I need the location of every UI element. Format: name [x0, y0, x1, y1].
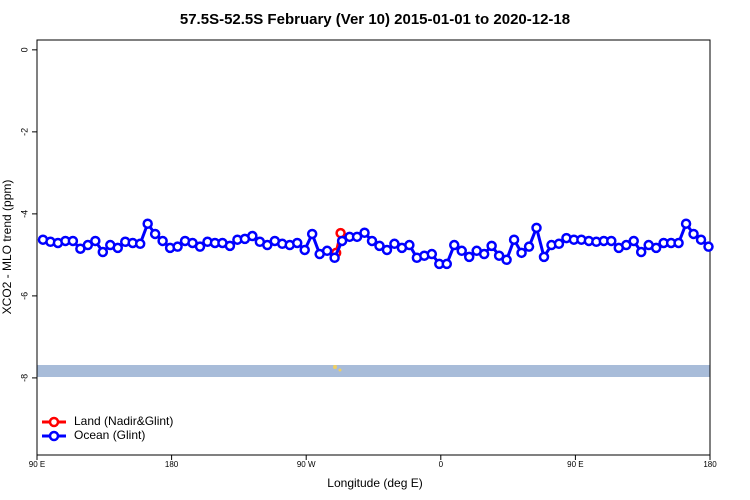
- data-point: [67, 235, 79, 247]
- data-point: [262, 239, 273, 251]
- data-point: [508, 234, 520, 245]
- data-point: [486, 240, 497, 252]
- data-point: [359, 227, 370, 238]
- x-tick-label: 90 E: [567, 460, 583, 469]
- data-point: [247, 230, 258, 242]
- legend-label: Land (Nadir&Glint): [74, 414, 173, 428]
- data-point: [673, 237, 684, 249]
- data-point: [620, 239, 632, 251]
- data-point: [531, 222, 542, 234]
- chart-title: 57.5S-52.5S February (Ver 10) 2015-01-01…: [180, 11, 570, 28]
- data-point: [606, 235, 617, 247]
- data-point: [553, 238, 565, 250]
- data-point: [172, 241, 183, 252]
- x-tick-label: 0: [439, 460, 444, 469]
- data-point: [650, 242, 662, 254]
- data-point: [478, 248, 490, 260]
- data-point: [426, 248, 438, 260]
- x-tick-label: 90 E: [29, 460, 45, 469]
- data-point: [456, 245, 467, 257]
- data-point: [628, 235, 639, 247]
- data-point: [82, 239, 94, 251]
- data-point: [291, 237, 303, 249]
- data-point: [329, 252, 340, 264]
- legend-label: Ocean (Glint): [74, 428, 145, 442]
- data-point: [366, 235, 378, 247]
- data-point: [493, 250, 505, 261]
- data-point: [449, 239, 460, 251]
- data-point: [90, 235, 101, 247]
- data-point: [404, 239, 415, 251]
- y-axis-label: XCO2 - MLO trend (ppm): [0, 180, 14, 315]
- data-point: [516, 247, 527, 259]
- data-point: [501, 254, 512, 266]
- x-tick-label: 180: [703, 460, 717, 469]
- data-point: [463, 251, 475, 263]
- data-point: [112, 242, 124, 254]
- data-point: [374, 240, 385, 252]
- data-point: [703, 241, 714, 252]
- y-tick-label: -2: [19, 128, 29, 136]
- data-point: [680, 218, 692, 229]
- x-tick-label: 180: [165, 460, 179, 469]
- data-point: [306, 228, 318, 240]
- data-point: [635, 246, 647, 258]
- x-tick-label: 90 W: [297, 460, 316, 469]
- land-spot: [333, 365, 337, 369]
- data-point: [224, 240, 236, 252]
- data-point: [381, 244, 393, 256]
- data-point: [194, 241, 206, 252]
- y-tick-label: -8: [19, 374, 29, 382]
- y-tick-label: -4: [19, 210, 29, 218]
- data-point: [97, 246, 109, 258]
- data-point: [299, 244, 310, 256]
- data-point: [336, 235, 348, 247]
- data-point: [538, 251, 550, 263]
- data-point: [321, 245, 333, 257]
- legend-marker: [48, 416, 60, 428]
- data-point: [142, 218, 153, 229]
- map-strip: [37, 365, 710, 377]
- data-point: [695, 234, 707, 245]
- data-point: [157, 235, 168, 247]
- data-point: [149, 228, 161, 240]
- data-point: [134, 238, 146, 250]
- y-tick-label: 0: [19, 47, 29, 52]
- land-spot: [338, 368, 342, 372]
- data-point: [441, 258, 453, 270]
- legend-marker: [48, 430, 60, 442]
- data-point: [389, 238, 400, 250]
- data-point: [523, 241, 535, 252]
- x-axis-label: Longitude (deg E): [327, 476, 422, 490]
- data-point: [351, 231, 363, 243]
- y-tick-label: -6: [19, 292, 29, 300]
- data-point: [688, 228, 699, 240]
